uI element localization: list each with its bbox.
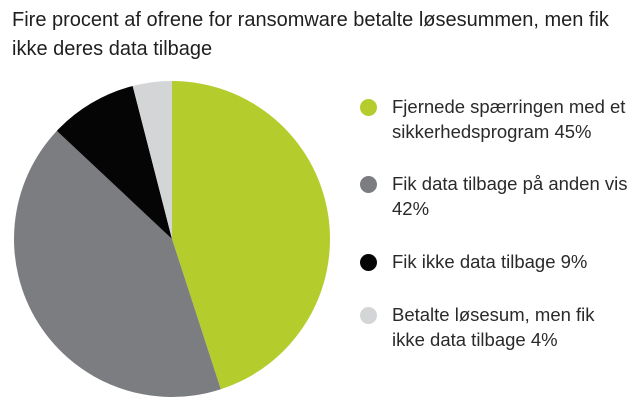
pie-slice — [56, 85, 173, 239]
legend-swatch — [360, 254, 377, 271]
pie-slice — [13, 130, 221, 398]
legend-item: Betalte løsesum, men fik ikke data tilba… — [360, 302, 628, 352]
legend-item: Fik ikke data tilbage 9% — [360, 249, 628, 274]
legend-label: Fik ikke data tilbage 9% — [392, 251, 588, 272]
chart-title: Fire procent af ofrene for ransomware be… — [12, 9, 609, 60]
legend-label: Fjernede spærringen med et sikkerhedspro… — [392, 96, 626, 142]
legend-item: Fik data tilbage på anden vis 42% — [360, 171, 628, 221]
legend-label: Betalte løsesum, men fik ikke data tilba… — [392, 304, 595, 350]
pie-slice — [172, 81, 330, 390]
legend: Fjernede spærringen med et sikkerhedspro… — [360, 94, 628, 352]
legend-swatch — [360, 99, 377, 116]
pie-slice — [132, 81, 172, 239]
legend-item: Fjernede spærringen med et sikkerhedspro… — [360, 94, 628, 144]
legend-label: Fik data tilbage på anden vis 42% — [392, 173, 628, 219]
legend-swatch — [360, 307, 377, 324]
legend-swatch — [360, 176, 377, 193]
